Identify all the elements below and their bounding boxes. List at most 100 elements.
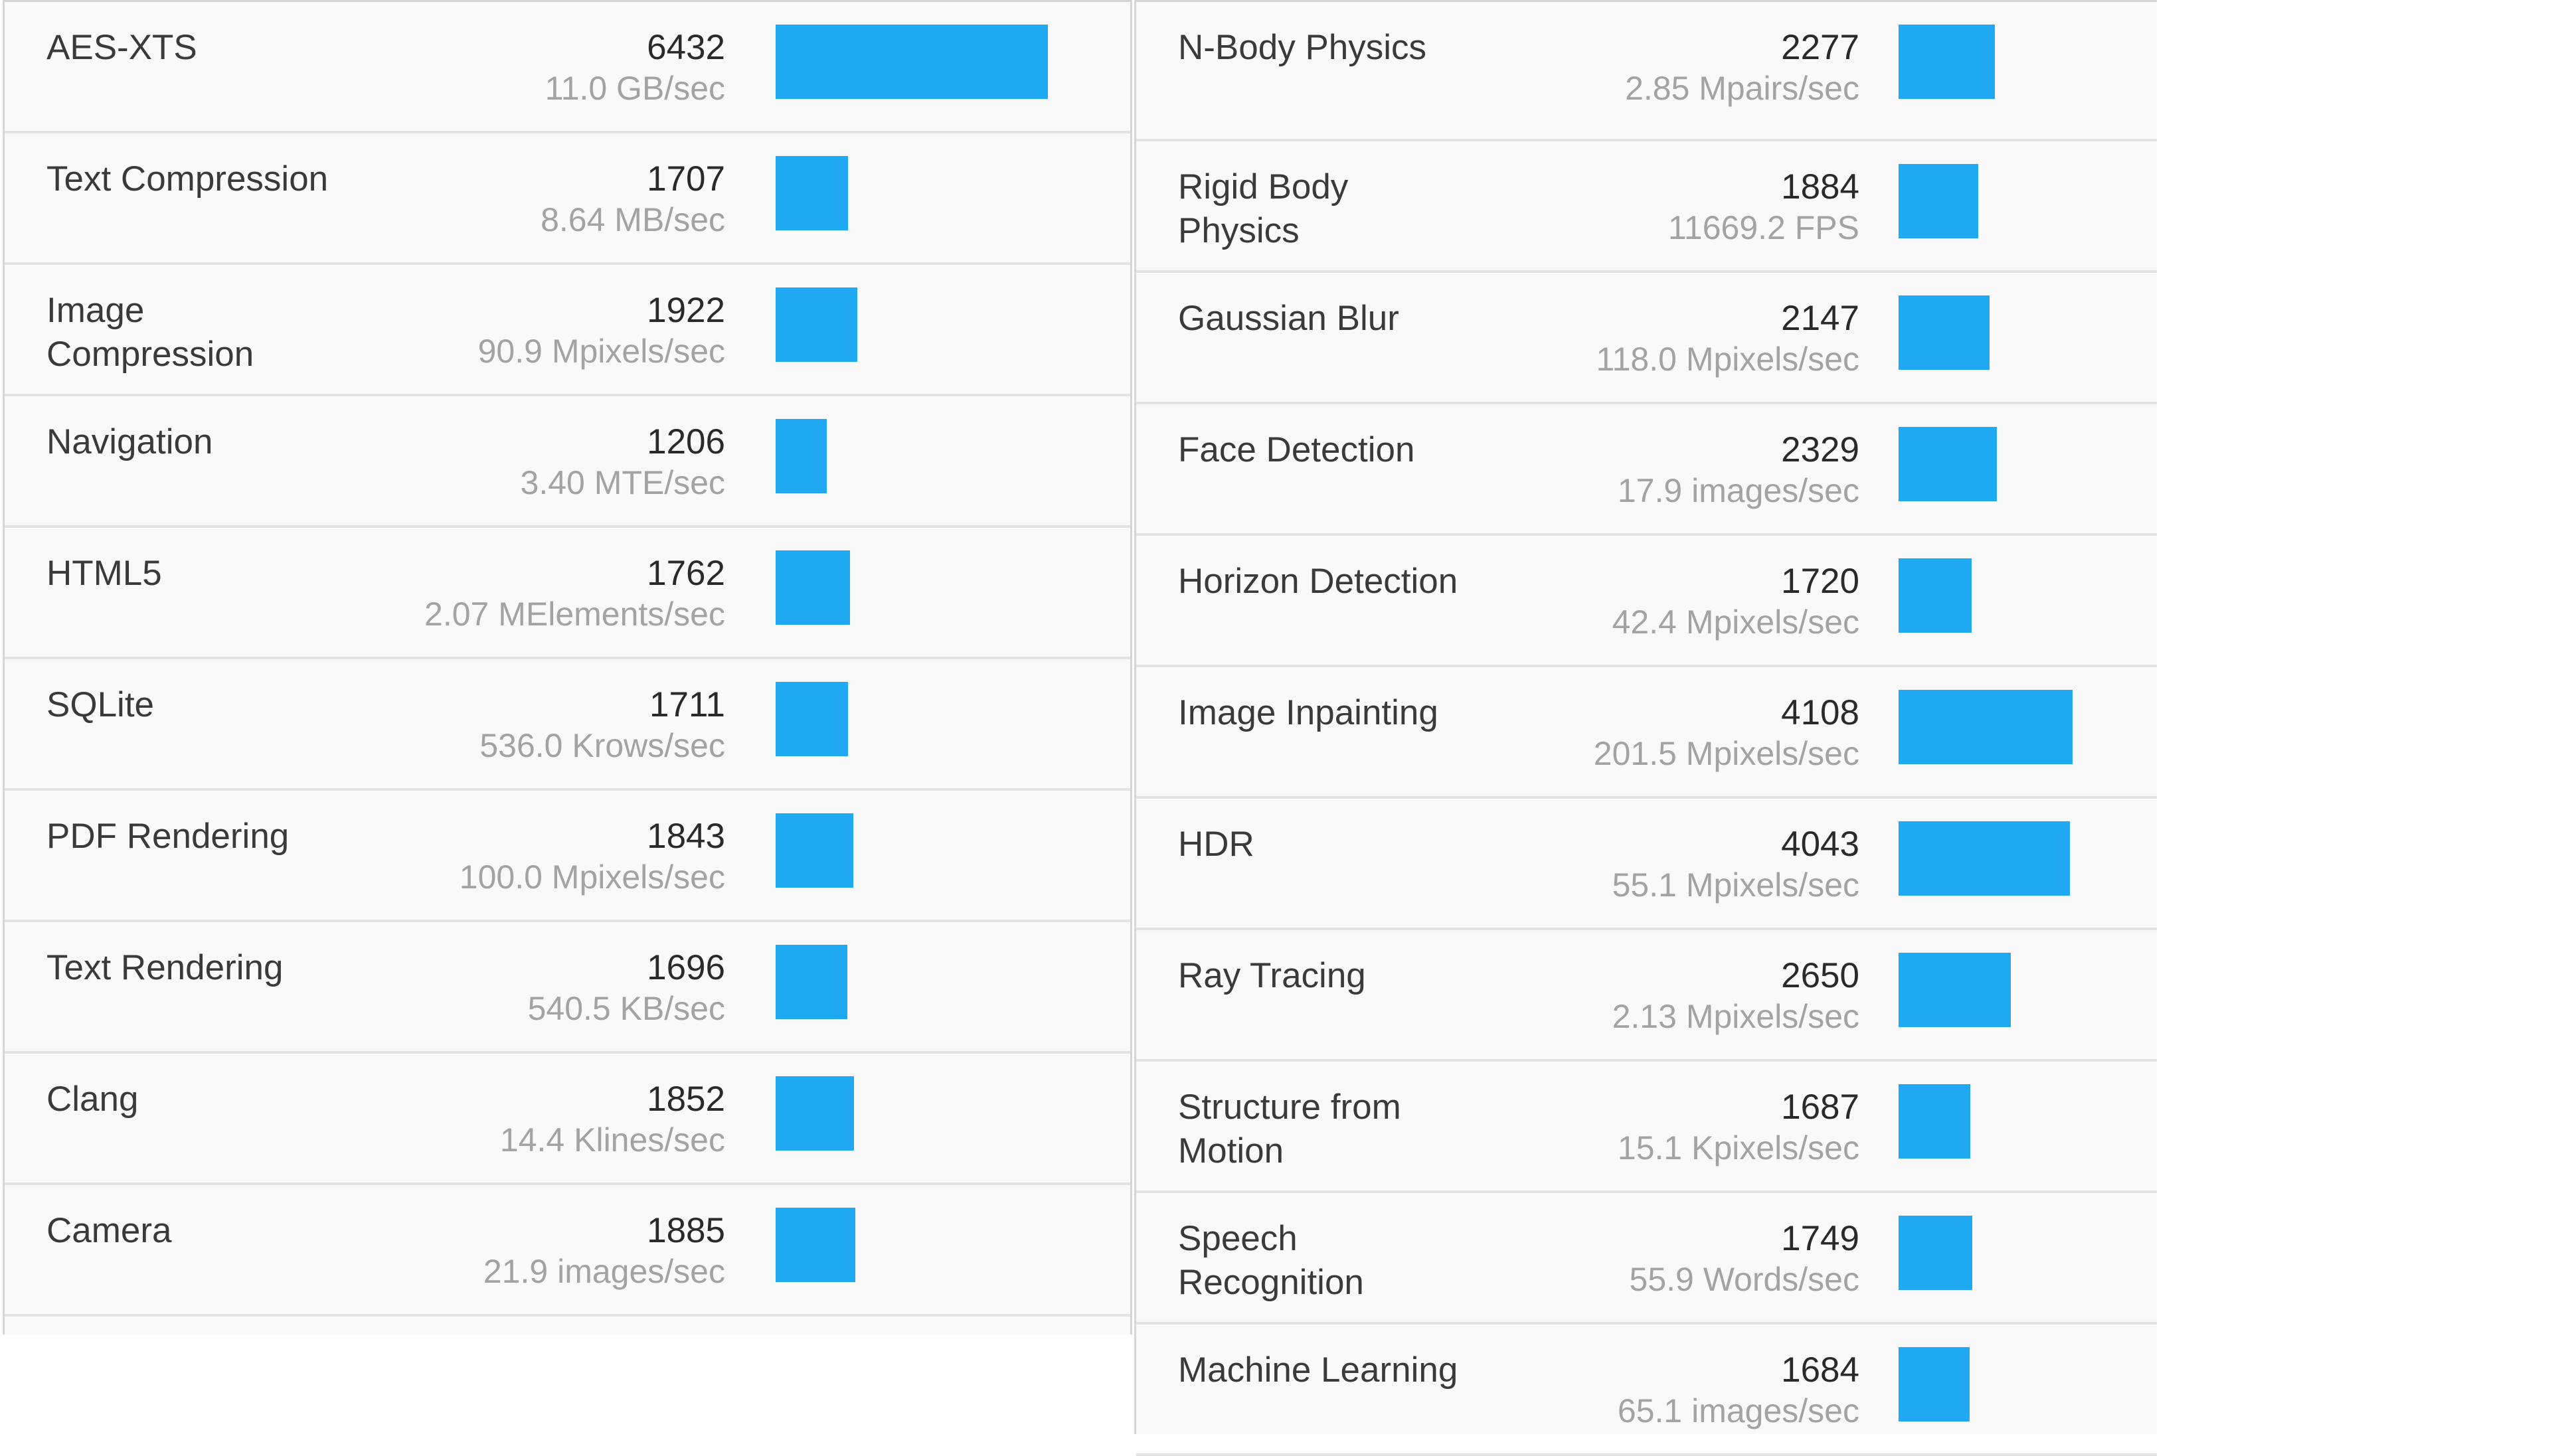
benchmark-throughput: 118.0 Mpixels/sec bbox=[1596, 341, 1859, 378]
benchmark-score: 1852 bbox=[647, 1080, 725, 1119]
benchmark-name: AES-XTS bbox=[46, 28, 197, 67]
benchmark-name: Text Rendering bbox=[46, 948, 284, 987]
benchmark-name: HDR bbox=[1178, 825, 1254, 864]
benchmark-row: Horizon Detection 1720 42.4 Mpixels/sec bbox=[1136, 536, 2157, 667]
benchmark-row: Face Detection 2329 17.9 images/sec bbox=[1136, 404, 2157, 536]
benchmark-name: Text Compression bbox=[46, 159, 329, 199]
benchmark-throughput: 11.0 GB/sec bbox=[545, 70, 725, 107]
benchmark-score: 4108 bbox=[1781, 693, 1859, 732]
benchmark-score-bar bbox=[1899, 1347, 1970, 1421]
benchmark-throughput: 2.13 Mpixels/sec bbox=[1612, 998, 1859, 1035]
benchmark-score: 2650 bbox=[1781, 956, 1859, 995]
benchmark-throughput: 55.1 Mpixels/sec bbox=[1612, 866, 1859, 904]
benchmark-score: 1720 bbox=[1781, 562, 1859, 601]
benchmark-throughput: 14.4 Klines/sec bbox=[499, 1121, 725, 1159]
benchmark-throughput: 540.5 KB/sec bbox=[527, 990, 725, 1027]
benchmark-score-bar bbox=[776, 25, 1048, 99]
benchmark-score: 1707 bbox=[647, 159, 725, 199]
benchmark-row: SQLite 1711 536.0 Krows/sec bbox=[5, 659, 1130, 791]
benchmark-throughput: 3.40 MTE/sec bbox=[520, 464, 725, 501]
benchmark-row: Gaussian Blur 2147 118.0 Mpixels/sec bbox=[1136, 273, 2157, 404]
benchmark-throughput: 90.9 Mpixels/sec bbox=[477, 333, 725, 370]
benchmark-throughput: 8.64 MB/sec bbox=[541, 201, 725, 238]
benchmark-score: 2329 bbox=[1781, 430, 1859, 469]
benchmark-score: 1696 bbox=[647, 948, 725, 987]
benchmark-throughput: 100.0 Mpixels/sec bbox=[459, 858, 725, 896]
benchmark-score-bar bbox=[1899, 25, 1995, 99]
benchmark-name: Camera bbox=[46, 1211, 172, 1250]
benchmark-row: Text Rendering 1696 540.5 KB/sec bbox=[5, 922, 1130, 1054]
benchmark-score-bar bbox=[776, 945, 847, 1019]
benchmark-name: Machine Learning bbox=[1178, 1350, 1458, 1390]
benchmark-row: Clang 1852 14.4 Klines/sec bbox=[5, 1054, 1130, 1185]
benchmark-name: Speech Recognition bbox=[1178, 1219, 1364, 1302]
benchmark-score: 1762 bbox=[647, 554, 725, 593]
benchmark-row: Image Inpainting 4108 201.5 Mpixels/sec bbox=[1136, 667, 2157, 799]
benchmark-throughput: 55.9 Words/sec bbox=[1629, 1261, 1859, 1298]
benchmark-row: Navigation 1206 3.40 MTE/sec bbox=[5, 396, 1130, 528]
benchmark-row: HTML5 1762 2.07 MElements/sec bbox=[5, 528, 1130, 659]
benchmark-column-right: N-Body Physics 2277 2.85 Mpairs/sec Rigid B… bbox=[1134, 0, 2157, 1456]
benchmark-name: HTML5 bbox=[46, 554, 162, 593]
benchmark-score: 1206 bbox=[647, 422, 725, 461]
benchmark-score-bar bbox=[1899, 1084, 1970, 1159]
benchmark-throughput: 11669.2 FPS bbox=[1667, 209, 1859, 246]
benchmark-name: Image Compression bbox=[46, 291, 254, 374]
benchmark-score-bar bbox=[776, 1076, 854, 1151]
benchmark-row: AES-XTS 6432 11.0 GB/sec bbox=[5, 2, 1130, 133]
benchmark-score: 1885 bbox=[647, 1211, 725, 1250]
benchmark-score-bar bbox=[1899, 558, 1972, 633]
benchmark-score-bar bbox=[1899, 953, 2011, 1027]
benchmark-score-bar bbox=[776, 419, 827, 493]
benchmark-name: Rigid Body Physics bbox=[1178, 167, 1349, 250]
benchmark-row: Machine Learning 1684 65.1 images/sec bbox=[1136, 1325, 2157, 1456]
benchmark-name: Gaussian Blur bbox=[1178, 299, 1399, 338]
benchmark-name: Ray Tracing bbox=[1178, 956, 1366, 995]
benchmark-row: Camera 1885 21.9 images/sec bbox=[5, 1185, 1130, 1317]
benchmark-name: N-Body Physics bbox=[1178, 28, 1427, 67]
benchmark-row: PDF Rendering 1843 100.0 Mpixels/sec bbox=[5, 791, 1130, 922]
benchmark-throughput: 17.9 images/sec bbox=[1617, 472, 1859, 509]
benchmark-score-bar bbox=[776, 682, 848, 756]
benchmark-row: Image Compression 1922 90.9 Mpixels/sec bbox=[5, 265, 1130, 396]
benchmark-score: 1922 bbox=[647, 291, 725, 330]
benchmark-score-bar bbox=[776, 550, 850, 625]
benchmark-throughput: 536.0 Krows/sec bbox=[479, 727, 725, 764]
benchmark-throughput: 2.85 Mpairs/sec bbox=[1625, 70, 1859, 107]
benchmark-score-bar bbox=[1899, 821, 2070, 896]
benchmark-name: Horizon Detection bbox=[1178, 562, 1458, 601]
benchmark-score-bar bbox=[1899, 1216, 1972, 1290]
benchmark-throughput: 65.1 images/sec bbox=[1617, 1392, 1859, 1429]
benchmark-row: Text Compression 1707 8.64 MB/sec bbox=[5, 133, 1130, 265]
benchmark-row: Structure from Motion 1687 15.1 Kpixels/se… bbox=[1136, 1062, 2157, 1193]
benchmark-name: Face Detection bbox=[1178, 430, 1415, 469]
benchmark-score-bar bbox=[776, 156, 848, 230]
benchmark-score-bar bbox=[1899, 164, 1978, 238]
benchmark-row: Rigid Body Physics 1884 11669.2 FPS bbox=[1136, 141, 2157, 273]
benchmark-score: 4043 bbox=[1781, 825, 1859, 864]
benchmark-throughput: 201.5 Mpixels/sec bbox=[1593, 735, 1859, 772]
benchmark-score-bar bbox=[1899, 427, 1997, 501]
benchmark-score: 2277 bbox=[1781, 28, 1859, 67]
benchmark-name: Navigation bbox=[46, 422, 213, 461]
benchmark-row: Ray Tracing 2650 2.13 Mpixels/sec bbox=[1136, 930, 2157, 1062]
benchmark-score-bar bbox=[776, 813, 853, 888]
benchmark-row: N-Body Physics 2277 2.85 Mpairs/sec bbox=[1136, 2, 2157, 141]
benchmark-score: 1843 bbox=[647, 817, 725, 856]
benchmark-score: 1711 bbox=[649, 685, 725, 724]
benchmark-score: 1749 bbox=[1781, 1219, 1859, 1258]
benchmark-name: SQLite bbox=[46, 685, 155, 724]
benchmark-throughput: 15.1 Kpixels/sec bbox=[1617, 1129, 1859, 1167]
benchmark-name: Clang bbox=[46, 1080, 139, 1119]
benchmark-score-bar bbox=[776, 1208, 855, 1282]
benchmark-row: Speech Recognition 1749 55.9 Words/sec bbox=[1136, 1193, 2157, 1325]
benchmark-throughput: 21.9 images/sec bbox=[483, 1253, 725, 1290]
benchmark-name: Image Inpainting bbox=[1178, 693, 1438, 732]
benchmark-column-left: AES-XTS 6432 11.0 GB/sec Text Compression 17… bbox=[3, 0, 1132, 1335]
benchmark-score-bar bbox=[776, 287, 857, 362]
benchmark-name: PDF Rendering bbox=[46, 817, 290, 856]
benchmark-score: 1884 bbox=[1781, 167, 1859, 206]
benchmark-score: 1687 bbox=[1781, 1088, 1859, 1127]
benchmark-score: 1684 bbox=[1781, 1350, 1859, 1390]
benchmark-name: Structure from Motion bbox=[1178, 1088, 1401, 1171]
